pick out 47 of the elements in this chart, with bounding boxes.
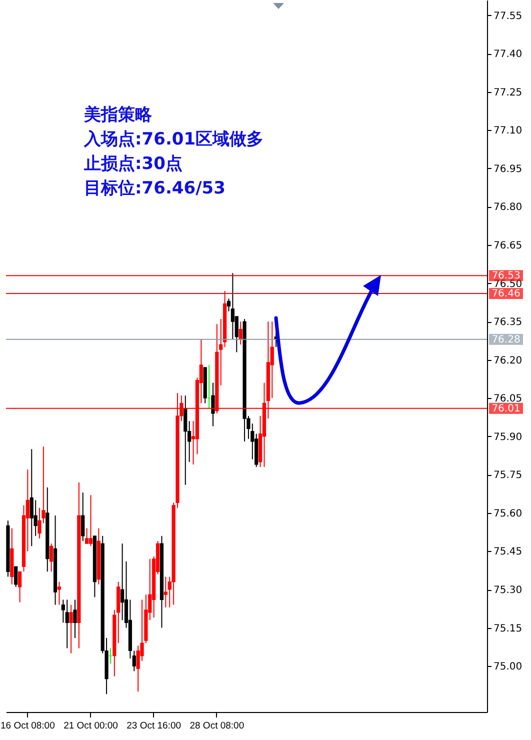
- candlestick: [85, 528, 89, 544]
- annotation: 目标位:76.46/53: [84, 178, 226, 198]
- candlestick: [69, 604, 73, 654]
- x-tick-label: 21 Oct 00:00: [64, 720, 118, 732]
- y-tick-label: 75.45: [494, 546, 522, 558]
- y-tick-label: 77.25: [494, 87, 522, 98]
- y-tick-label: 76.05: [494, 394, 522, 405]
- candlestick: [238, 321, 242, 346]
- candlestick: [164, 576, 168, 608]
- annotation: 美指策略: [83, 105, 153, 125]
- candlestick: [270, 321, 274, 399]
- ref-line-label: 76.01: [492, 403, 520, 414]
- candlestick: [88, 494, 93, 547]
- candlestick: [50, 543, 54, 572]
- y-tick-label: 77.10: [494, 126, 522, 137]
- y-tick-label: 75.90: [494, 432, 522, 443]
- candlestick: [230, 272, 234, 340]
- y-tick-label: 76.80: [494, 202, 522, 214]
- y-tick-label: 75.15: [494, 623, 522, 634]
- annotation: 入场点:76.01区域做多: [83, 130, 264, 150]
- candlestick: [132, 650, 136, 672]
- y-tick-label: 75.60: [494, 508, 522, 520]
- x-tick-label: 16 Oct 08:00: [0, 720, 55, 732]
- y-tick-label: 76.35: [494, 317, 522, 328]
- candlestick: [184, 395, 188, 486]
- candlestick: [30, 448, 34, 547]
- x-tick-label: 28 Oct 08:00: [190, 720, 244, 732]
- x-tick-label: 23 Oct 16:00: [126, 720, 182, 732]
- candlestick: [211, 382, 215, 427]
- candlestick: [18, 571, 22, 603]
- annotation: 止损点:30点: [83, 154, 182, 174]
- candlestick: [14, 566, 18, 588]
- ref-line-label: 76.46: [492, 288, 520, 300]
- y-tick-label: 76.95: [494, 164, 522, 175]
- y-tick-label: 77.55: [494, 10, 522, 22]
- y-tick-label: 76.20: [494, 355, 522, 366]
- y-tick-label: 75.00: [494, 662, 522, 673]
- y-tick-label: 76.65: [494, 240, 522, 252]
- candlestick: [120, 543, 124, 621]
- candlestick: [73, 599, 77, 638]
- candlestick: [65, 599, 69, 649]
- y-tick-label: 75.30: [494, 585, 522, 596]
- candlestick: [57, 581, 62, 606]
- ref-line-label: 76.28: [492, 334, 520, 346]
- y-tick-label: 75.75: [494, 470, 522, 482]
- y-tick-label: 77.40: [494, 49, 522, 60]
- candlestick: [81, 492, 85, 542]
